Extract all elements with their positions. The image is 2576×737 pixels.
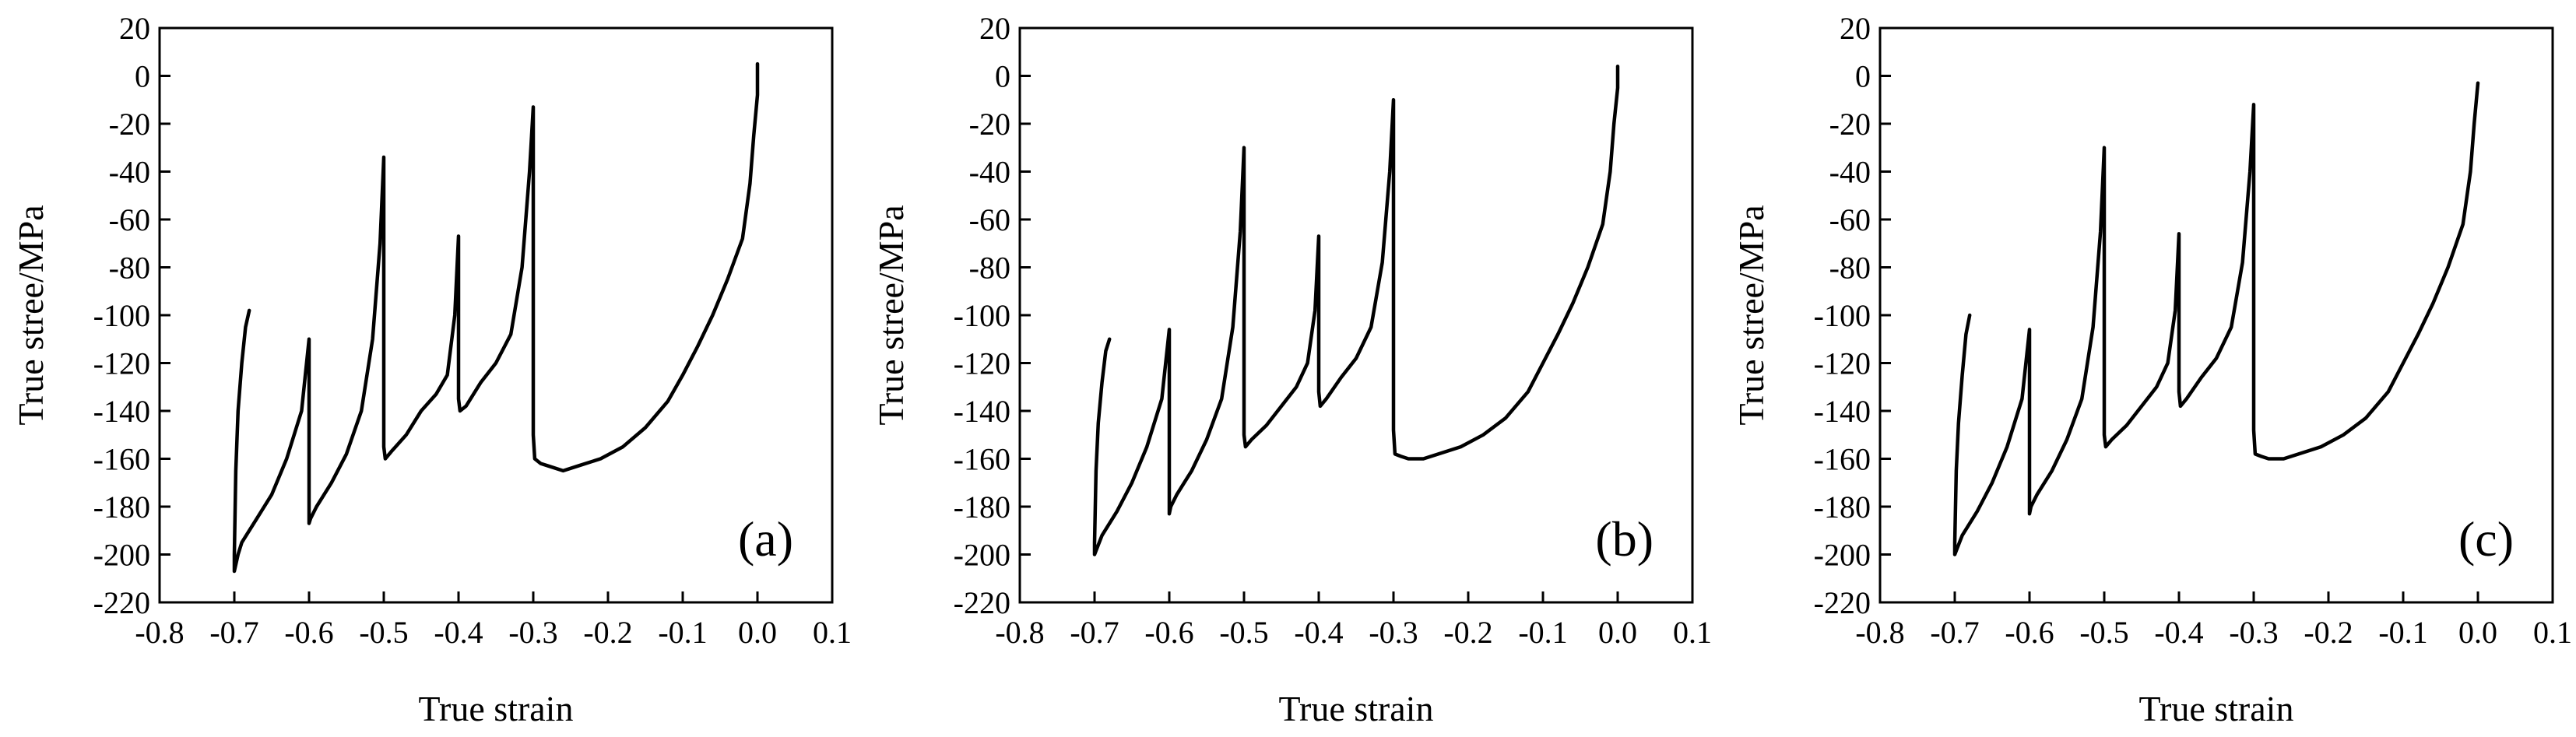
y-tick-label: -100 — [93, 298, 150, 333]
x-tick-label: -0.2 — [1443, 615, 1492, 650]
x-tick-label: -0.4 — [1294, 615, 1343, 650]
y-tick-label: -220 — [954, 585, 1010, 620]
x-tick-label: -0.7 — [1930, 615, 1979, 650]
chart-panel-3: -0.8 -0.7 -0.6 -0.5 -0.4 -0.3 -0.2 -0.1 0.0 0.1 20… — [1731, 11, 2572, 728]
y-tick-label: -100 — [954, 298, 1010, 333]
y-tick-label: 20 — [119, 11, 150, 46]
y-tick-label: -40 — [969, 155, 1010, 190]
x-tick-label: -0.1 — [2378, 615, 2427, 650]
chart-panel-1: -0.8 -0.7 -0.6 -0.5 -0.4 -0.3 -0.2 -0.1 0.0 0.1 20… — [11, 11, 852, 728]
y-tick-label: -80 — [969, 251, 1010, 286]
x-tick-label: -0.8 — [135, 615, 184, 650]
x-tick-label: -0.3 — [508, 615, 557, 650]
y-tick-label: 20 — [1840, 11, 1871, 46]
x-tick-label: -0.6 — [2005, 615, 2054, 650]
y-tick-label: -140 — [1814, 394, 1871, 429]
chart-panel-2: -0.8 -0.7 -0.6 -0.5 -0.4 -0.3 -0.2 -0.1 0.0 0.1 20… — [871, 11, 1712, 728]
y-tick-label: -60 — [1829, 202, 1871, 237]
y-tick-label: -40 — [1829, 155, 1871, 190]
x-tick-label: -0.6 — [284, 615, 333, 650]
x-axis-title: True strain — [419, 689, 574, 728]
y-tick-label: 0 — [135, 59, 150, 94]
y-tick-label: 0 — [1855, 59, 1871, 94]
y-tick-label: -20 — [1829, 107, 1871, 142]
y-tick-label: -220 — [1814, 585, 1871, 620]
x-tick-label: -0.8 — [995, 615, 1044, 650]
y-tick-label: 20 — [979, 11, 1010, 46]
x-tick-label: 0.1 — [1673, 615, 1712, 650]
y-tick-label: -40 — [109, 155, 150, 190]
x-tick-label: 0.0 — [1598, 615, 1637, 650]
y-tick-label: -20 — [969, 107, 1010, 142]
y-tick-label: -100 — [1814, 298, 1871, 333]
x-tick-label: 0.1 — [813, 615, 852, 650]
panel-label: (c) — [2458, 511, 2514, 567]
x-tick-label: 0.1 — [2533, 615, 2572, 650]
y-tick-label: -120 — [954, 346, 1010, 381]
x-tick-label: -0.4 — [2154, 615, 2203, 650]
x-tick-label: -0.1 — [1518, 615, 1567, 650]
y-tick-label: -140 — [93, 394, 150, 429]
plot-frame — [158, 26, 834, 604]
x-tick-label: -0.8 — [1855, 615, 1904, 650]
x-tick-label: 0.0 — [738, 615, 777, 650]
stress-strain-line — [232, 61, 760, 574]
y-tick-label: -160 — [1814, 442, 1871, 477]
x-tick-label: -0.5 — [2079, 615, 2128, 650]
x-tick-label: -0.1 — [658, 615, 707, 650]
y-axis-title: True stree/MPa — [1731, 205, 1771, 425]
stress-strain-line — [1092, 64, 1620, 556]
y-tick-label: -180 — [954, 490, 1010, 525]
y-tick-label: -60 — [109, 202, 150, 237]
plot-frame — [1878, 26, 2554, 604]
y-tick-label: -200 — [93, 538, 150, 573]
x-tick-label: -0.5 — [1219, 615, 1268, 650]
x-tick-label: -0.5 — [359, 615, 408, 650]
y-tick-label: -160 — [93, 442, 150, 477]
y-axis-title: True stree/MPa — [871, 205, 911, 425]
y-tick-label: -80 — [109, 251, 150, 286]
y-tick-label: -80 — [1829, 251, 1871, 286]
y-tick-label: -120 — [93, 346, 150, 381]
x-tick-label: -0.3 — [2229, 615, 2278, 650]
x-tick-label: -0.4 — [434, 615, 483, 650]
x-tick-label: 0.0 — [2458, 615, 2497, 650]
y-tick-label: -200 — [954, 538, 1010, 573]
y-tick-label: -200 — [1814, 538, 1871, 573]
x-tick-label: -0.2 — [583, 615, 632, 650]
y-tick-label: -180 — [93, 490, 150, 525]
x-tick-label: -0.6 — [1144, 615, 1193, 650]
panel-label: (a) — [738, 511, 793, 567]
x-axis-title: True strain — [2139, 689, 2294, 728]
y-tick-label: -160 — [954, 442, 1010, 477]
y-tick-label: -20 — [109, 107, 150, 142]
y-tick-label: -120 — [1814, 346, 1871, 381]
x-axis-title: True strain — [1279, 689, 1434, 728]
y-tick-label: -60 — [969, 202, 1010, 237]
x-tick-label: -0.7 — [1070, 615, 1119, 650]
stress-strain-line — [1952, 81, 2480, 556]
x-tick-label: -0.2 — [2304, 615, 2353, 650]
y-tick-label: -220 — [93, 585, 150, 620]
y-tick-label: 0 — [995, 59, 1010, 94]
panel-label: (b) — [1595, 511, 1653, 567]
plot-frame — [1018, 26, 1694, 604]
x-tick-label: -0.3 — [1369, 615, 1418, 650]
x-tick-label: -0.7 — [209, 615, 258, 650]
y-tick-label: -140 — [954, 394, 1010, 429]
y-axis-title: True stree/MPa — [11, 205, 51, 425]
y-tick-label: -180 — [1814, 490, 1871, 525]
